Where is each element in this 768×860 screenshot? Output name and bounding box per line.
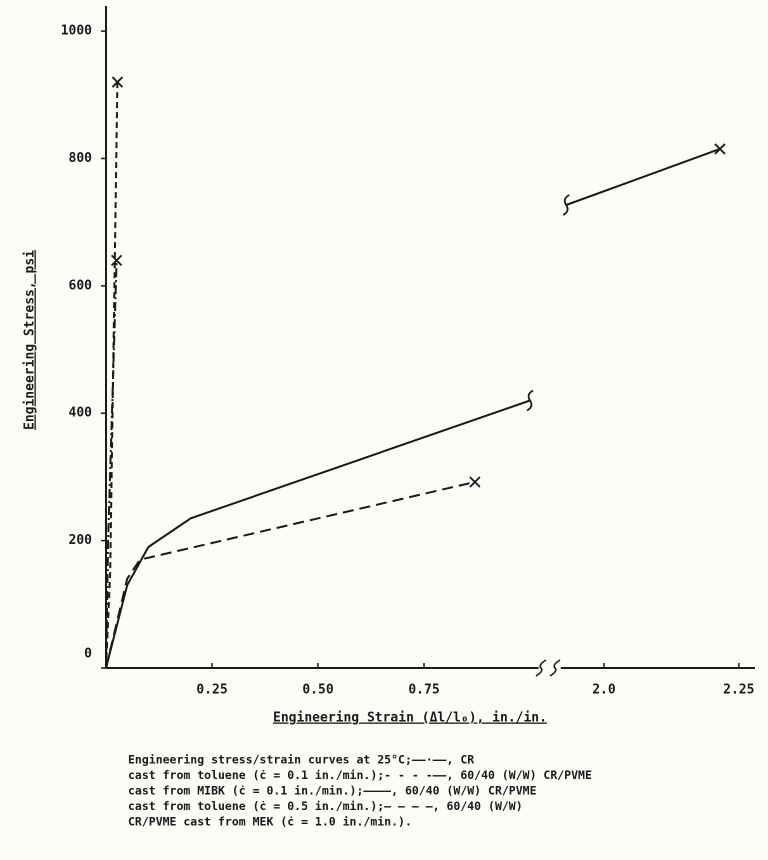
- y-tick-label: 400: [69, 406, 93, 421]
- axis-break: [549, 659, 561, 677]
- break-marker: [562, 194, 570, 216]
- caption-line: cast from toluene (ċ = 0.5 in./min.);— —…: [128, 799, 523, 813]
- x-tick-label: 0.25: [196, 683, 227, 698]
- caption-line: cast from MIBK (ċ = 0.1 in./min.);————, …: [128, 784, 537, 798]
- series-line: [105, 481, 476, 669]
- x-tick-label: 0.75: [408, 683, 439, 698]
- series-line: [105, 82, 119, 669]
- y-tick-label: 800: [69, 151, 93, 166]
- y-tick-label: 600: [69, 278, 93, 293]
- x-tick-label: 0.50: [302, 683, 333, 698]
- y-axis-label: Engineering Stress, psi: [23, 250, 38, 430]
- end-marker: [714, 143, 726, 155]
- axis-break: [535, 659, 547, 677]
- caption-line: Engineering stress/strain curves at 25°C…: [128, 753, 474, 767]
- y-tick-label: 0: [84, 647, 92, 662]
- break-marker: [526, 389, 534, 412]
- x-tick-label: 2.0: [592, 683, 616, 698]
- end-marker: [110, 254, 123, 267]
- series-line: [105, 147, 721, 669]
- end-marker: [469, 476, 481, 488]
- end-marker: [111, 76, 124, 88]
- y-tick-label: 200: [69, 533, 93, 548]
- x-tick-label: 2.25: [723, 683, 754, 698]
- caption-line: cast from toluene (ċ = 0.1 in./min.);- -…: [128, 768, 592, 782]
- caption-line: CR/PVME cast from MEK (ċ = 1.0 in./min.)…: [128, 815, 412, 829]
- x-axis-label: Engineering Strain (Δl/l₀), in./in.: [273, 711, 547, 726]
- y-tick-label: 1000: [61, 24, 92, 39]
